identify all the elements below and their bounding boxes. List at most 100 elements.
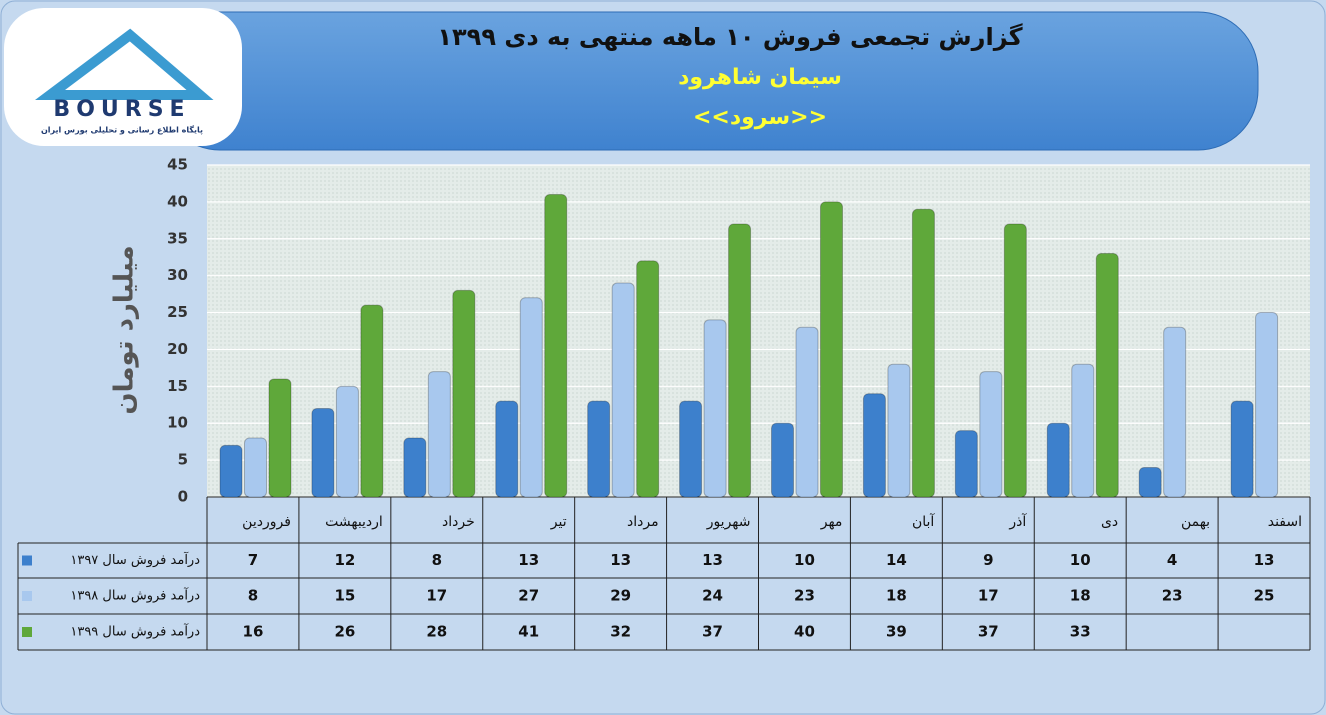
bar: [1003, 223, 1027, 498]
bar: [820, 201, 843, 498]
y-tick-label: 20: [167, 340, 188, 358]
x-tick-label: دی: [1101, 514, 1118, 530]
table-value: 12: [334, 551, 355, 569]
bar: [1138, 466, 1162, 498]
table-value: 39: [886, 623, 907, 641]
logo-mark: [35, 28, 214, 100]
y-tick-label: 30: [167, 266, 188, 284]
x-tick-label: آبان: [912, 513, 935, 530]
y-tick-label: 35: [167, 229, 188, 247]
bar: [360, 304, 384, 498]
bar: [311, 407, 335, 498]
logo-text: BOURSE: [53, 97, 190, 122]
bar: [335, 385, 359, 498]
x-tick-label: تیر: [550, 514, 567, 530]
bar: [587, 400, 611, 498]
bar: [244, 437, 267, 498]
bar: [911, 208, 935, 498]
bar: [887, 363, 911, 498]
bar: [452, 289, 476, 498]
x-tick-label: مرداد: [627, 514, 659, 530]
bar: [728, 223, 752, 498]
legend-label: درآمد فروش سال ۱۳۹۸: [70, 587, 200, 604]
table-value: 18: [1070, 587, 1091, 605]
legend-label: درآمد فروش سال ۱۳۹۷: [70, 551, 200, 568]
table-value: 13: [702, 551, 723, 569]
bar: [979, 371, 1003, 498]
table-value: 26: [334, 623, 355, 641]
table-value: 18: [886, 587, 907, 605]
table-value: 8: [248, 587, 258, 605]
table-value: 10: [794, 551, 815, 569]
bar: [636, 260, 660, 498]
table-value: 29: [610, 587, 631, 605]
table-value: 13: [1254, 551, 1275, 569]
table-value: 9: [983, 551, 993, 569]
bar: [403, 437, 427, 498]
table-value: 33: [1070, 623, 1091, 641]
table-value: 14: [886, 551, 907, 569]
table-value: 13: [610, 551, 631, 569]
x-tick-label: اردیبهشت: [325, 514, 383, 530]
table-value: 40: [794, 623, 815, 641]
y-tick-label: 15: [167, 377, 188, 395]
table-value: 13: [518, 551, 539, 569]
bar: [268, 378, 292, 498]
bar: [1163, 326, 1187, 498]
bar: [862, 393, 886, 498]
y-axis-label: میلیارد تومان: [110, 245, 140, 414]
table-value: 17: [978, 587, 999, 605]
table-value: 10: [1070, 551, 1091, 569]
legend-marker: [22, 627, 32, 637]
x-tick-label: خرداد: [442, 514, 475, 530]
y-tick-label: 5: [178, 451, 188, 469]
table-value: 8: [432, 551, 442, 569]
bar: [1046, 422, 1070, 498]
plot-area: [207, 165, 1310, 497]
table-value: 28: [426, 623, 447, 641]
table-value: 15: [334, 587, 355, 605]
bar: [1255, 312, 1279, 498]
table-value: 37: [978, 623, 999, 641]
table-value: 23: [1162, 587, 1183, 605]
bar: [1071, 363, 1095, 498]
y-tick-label: 25: [167, 303, 188, 321]
table-value: 7: [248, 551, 258, 569]
bar: [954, 430, 978, 498]
bar: [703, 319, 727, 498]
chart-symbol: <<سرود>>: [693, 105, 827, 130]
bar: [427, 371, 451, 498]
legend-marker: [22, 555, 32, 566]
table-value: 23: [794, 587, 815, 605]
table-value: 37: [702, 623, 723, 641]
table-value: 27: [518, 587, 539, 605]
bar: [495, 400, 519, 498]
bar: [771, 422, 794, 498]
table-value: 41: [518, 623, 539, 641]
chart-title: گزارش تجمعی فروش ۱۰ ماهه منتهی به دی ۱۳۹…: [437, 23, 1022, 51]
x-tick-label: بهمن: [1181, 514, 1210, 530]
x-tick-label: آذر: [1008, 513, 1027, 530]
bar: [1230, 400, 1254, 498]
legend-label: درآمد فروش سال ۱۳۹۹: [70, 623, 200, 640]
logo-caption: پایگاه اطلاع رسانی و تحلیلی بورس ایران: [41, 125, 203, 136]
table-value: 17: [426, 587, 447, 605]
bar: [795, 326, 819, 498]
bar: [611, 282, 635, 498]
legend-marker: [22, 591, 32, 601]
logo-box: [4, 8, 242, 146]
bar: [219, 444, 243, 498]
table-value: 25: [1254, 587, 1275, 605]
x-tick-label: فروردین: [242, 514, 291, 530]
y-tick-label: 40: [167, 192, 188, 210]
x-tick-label: شهریور: [706, 514, 751, 530]
y-tick-label: 10: [167, 414, 188, 432]
x-tick-label: اسفند: [1268, 514, 1302, 530]
table-value: 16: [243, 623, 264, 641]
bar: [544, 194, 568, 498]
table-value: 4: [1167, 551, 1177, 569]
bar: [1095, 253, 1119, 498]
table-value: 24: [702, 587, 723, 605]
y-tick-label: 0: [178, 488, 188, 506]
